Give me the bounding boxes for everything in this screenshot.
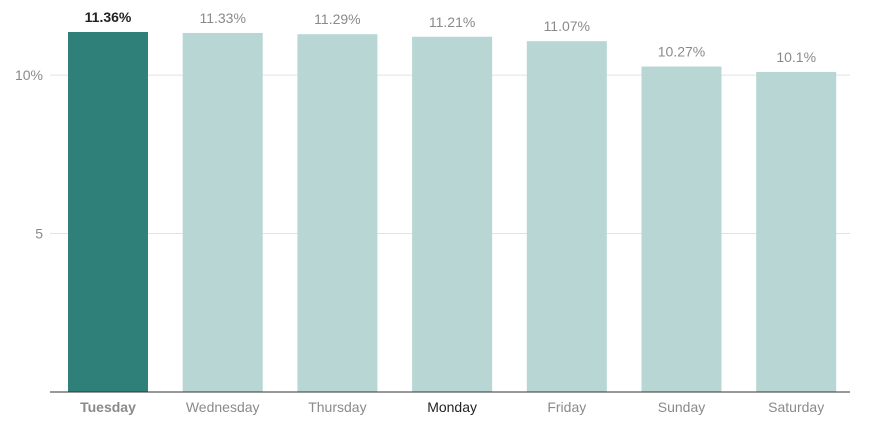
y-axis-ticks: 5 10% [15,67,43,241]
bar [412,36,493,393]
y-tick-label: 5 [35,226,43,242]
data-label: 11.21% [429,14,475,30]
bars [68,32,837,393]
x-tick-label: Wednesday [186,399,260,415]
data-label: 11.07% [544,18,590,34]
data-label: 10.1% [776,49,816,65]
x-tick-label: Saturday [768,399,824,415]
x-tick-label: Thursday [308,399,366,415]
bar [756,71,837,393]
bar [68,32,148,392]
bar [297,34,378,392]
x-tick-label: Friday [547,399,586,415]
data-label: 11.36% [85,9,132,25]
bar [182,32,263,392]
data-labels: 11.36% 11.33% 11.29% 11.21% 11.07% 10.27% 10.1… [85,9,816,65]
data-label: 10.27% [658,44,705,60]
bar [526,41,607,393]
x-tick-label: Monday [427,399,477,415]
x-axis-ticks: Tuesday Wednesday Thursday Monday Friday Sund… [80,399,824,415]
y-tick-label: 10% [15,67,43,83]
data-label: 11.29% [314,11,360,27]
data-label: 11.33% [199,10,245,26]
x-tick-label: Tuesday [80,399,136,415]
x-tick-label: Sunday [658,399,705,415]
bar [641,66,722,393]
